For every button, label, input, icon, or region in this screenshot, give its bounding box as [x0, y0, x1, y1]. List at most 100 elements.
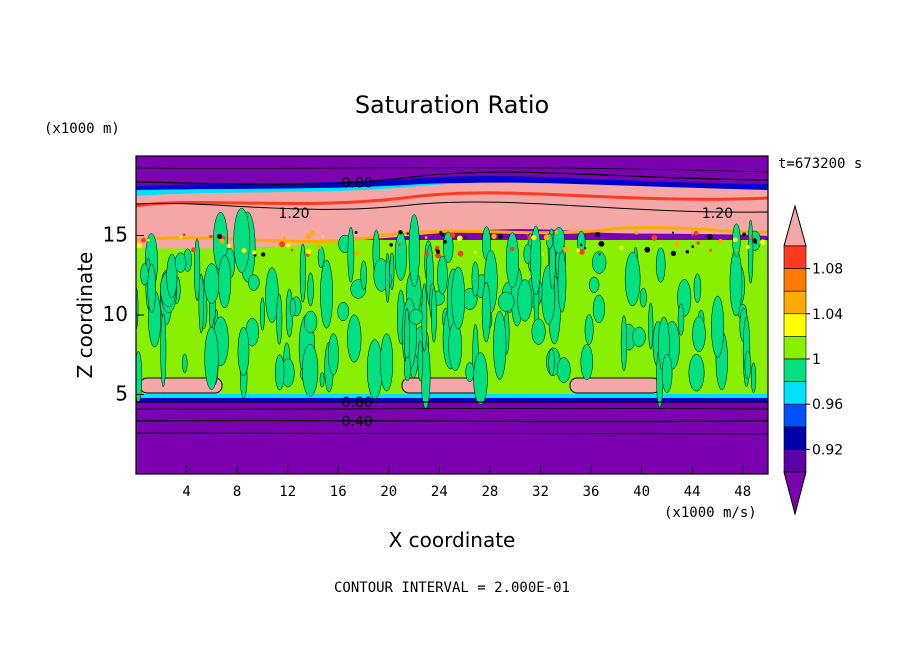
speckle — [424, 236, 428, 239]
cloud-streak — [471, 261, 479, 297]
speckle — [321, 235, 324, 238]
cloud-streak — [624, 251, 641, 307]
cloud-streak — [639, 287, 647, 308]
cloud-streak — [437, 255, 448, 295]
speckle — [707, 250, 710, 253]
colorbar-segment — [783, 313, 807, 337]
cloud-streak — [493, 310, 507, 380]
contour-line-120-top — [136, 201, 768, 213]
colorbar-segment — [783, 426, 807, 450]
colorbar-segment — [783, 358, 807, 382]
cloud-streak — [505, 232, 519, 288]
colorbar-label: 1 — [812, 352, 821, 368]
x-tick-label: 4 — [182, 484, 190, 500]
cloud-streak — [136, 351, 143, 403]
cloud-streak — [347, 314, 362, 363]
speckle — [745, 244, 750, 249]
x-tick-label: 8 — [233, 484, 241, 500]
colorbar-segment — [783, 268, 807, 292]
time-label: t=673200 s — [778, 156, 862, 172]
speckle — [241, 247, 247, 253]
colorbar-segment — [783, 403, 807, 428]
cloud-streak — [481, 282, 491, 343]
contour-label: 0.80 — [342, 176, 373, 192]
speckle — [670, 250, 677, 256]
speckle — [305, 233, 311, 240]
x-tick-label: 20 — [380, 484, 397, 500]
cloud-streak — [317, 246, 325, 269]
cloud-streak — [530, 225, 542, 296]
cloud-streak — [174, 252, 187, 273]
cloud-streak — [404, 356, 411, 382]
speckle — [651, 234, 658, 241]
contour-label: 0.80 — [342, 395, 373, 411]
contour-line-040 — [136, 419, 768, 423]
cloud-streak — [591, 251, 607, 274]
speckle — [752, 238, 758, 244]
cloud-streak — [307, 272, 314, 307]
x-tick-label: 16 — [330, 484, 347, 500]
speckle — [285, 242, 291, 248]
cloud-streak — [588, 276, 600, 293]
x-tick-label: 32 — [532, 484, 549, 500]
speckle — [233, 245, 236, 248]
y-tick-label: 5 — [115, 382, 128, 406]
speckle — [305, 253, 310, 257]
speckle — [510, 246, 515, 252]
speckle — [279, 241, 286, 248]
speckle — [671, 231, 675, 234]
speckle — [260, 252, 266, 257]
speckle — [191, 247, 197, 253]
cloud-streak — [648, 302, 654, 350]
contour-label: 0.40 — [342, 414, 373, 430]
y-tick-label: 15 — [103, 223, 128, 247]
y-tick-label: 10 — [103, 302, 128, 326]
x-tick-label: 24 — [431, 484, 448, 500]
colorbar-segment — [783, 336, 807, 360]
colorbar-label: 1.08 — [812, 262, 843, 278]
speckle — [398, 230, 403, 235]
speckle — [531, 235, 537, 241]
speckle — [435, 252, 441, 259]
cloud-streak — [661, 354, 673, 393]
x-unit-label: (x1000 m/s) — [664, 505, 757, 521]
speckle — [209, 234, 213, 239]
cloud-streak — [580, 344, 593, 380]
cloud-base-blob-3 — [569, 377, 661, 394]
cloud-streak — [233, 207, 250, 273]
cloud-streak — [620, 315, 627, 372]
speckle — [598, 253, 601, 256]
speckle — [424, 251, 429, 257]
contour-interval-footer: CONTOUR INTERVAL = 2.000E-01 — [334, 580, 570, 596]
contour-line-080-top — [136, 171, 768, 185]
speckle — [491, 233, 497, 240]
x-tick-label: 40 — [633, 484, 650, 500]
cloud-streak — [417, 340, 424, 382]
contour-label: 1.20 — [278, 206, 309, 222]
speckle — [749, 237, 752, 241]
cloud-streak — [204, 326, 219, 390]
x-tick-label: 48 — [734, 484, 751, 500]
colorbar-label: 1.04 — [812, 307, 843, 323]
speckle — [644, 246, 651, 253]
cloud-streak — [408, 214, 420, 287]
contour-labels: 0.80 1.20 1.20 0.80 0.40 — [278, 176, 733, 431]
speckle — [742, 232, 747, 237]
speckle — [473, 250, 477, 254]
speckle — [598, 240, 605, 247]
cloud-streak — [473, 352, 488, 405]
speckle — [182, 233, 186, 236]
cloud-streaks — [136, 207, 766, 410]
cloud-streak — [194, 238, 201, 301]
cloud-streak — [302, 343, 319, 397]
colorbar-bottom-triangle — [783, 471, 807, 516]
speckle — [706, 233, 713, 240]
cloud-streak — [448, 321, 463, 371]
speckle — [216, 233, 223, 239]
cloud-streak — [431, 287, 437, 343]
speckle — [717, 239, 724, 245]
cloud-streak — [750, 362, 757, 393]
cloud-streak — [182, 353, 188, 374]
speckle — [619, 245, 624, 250]
